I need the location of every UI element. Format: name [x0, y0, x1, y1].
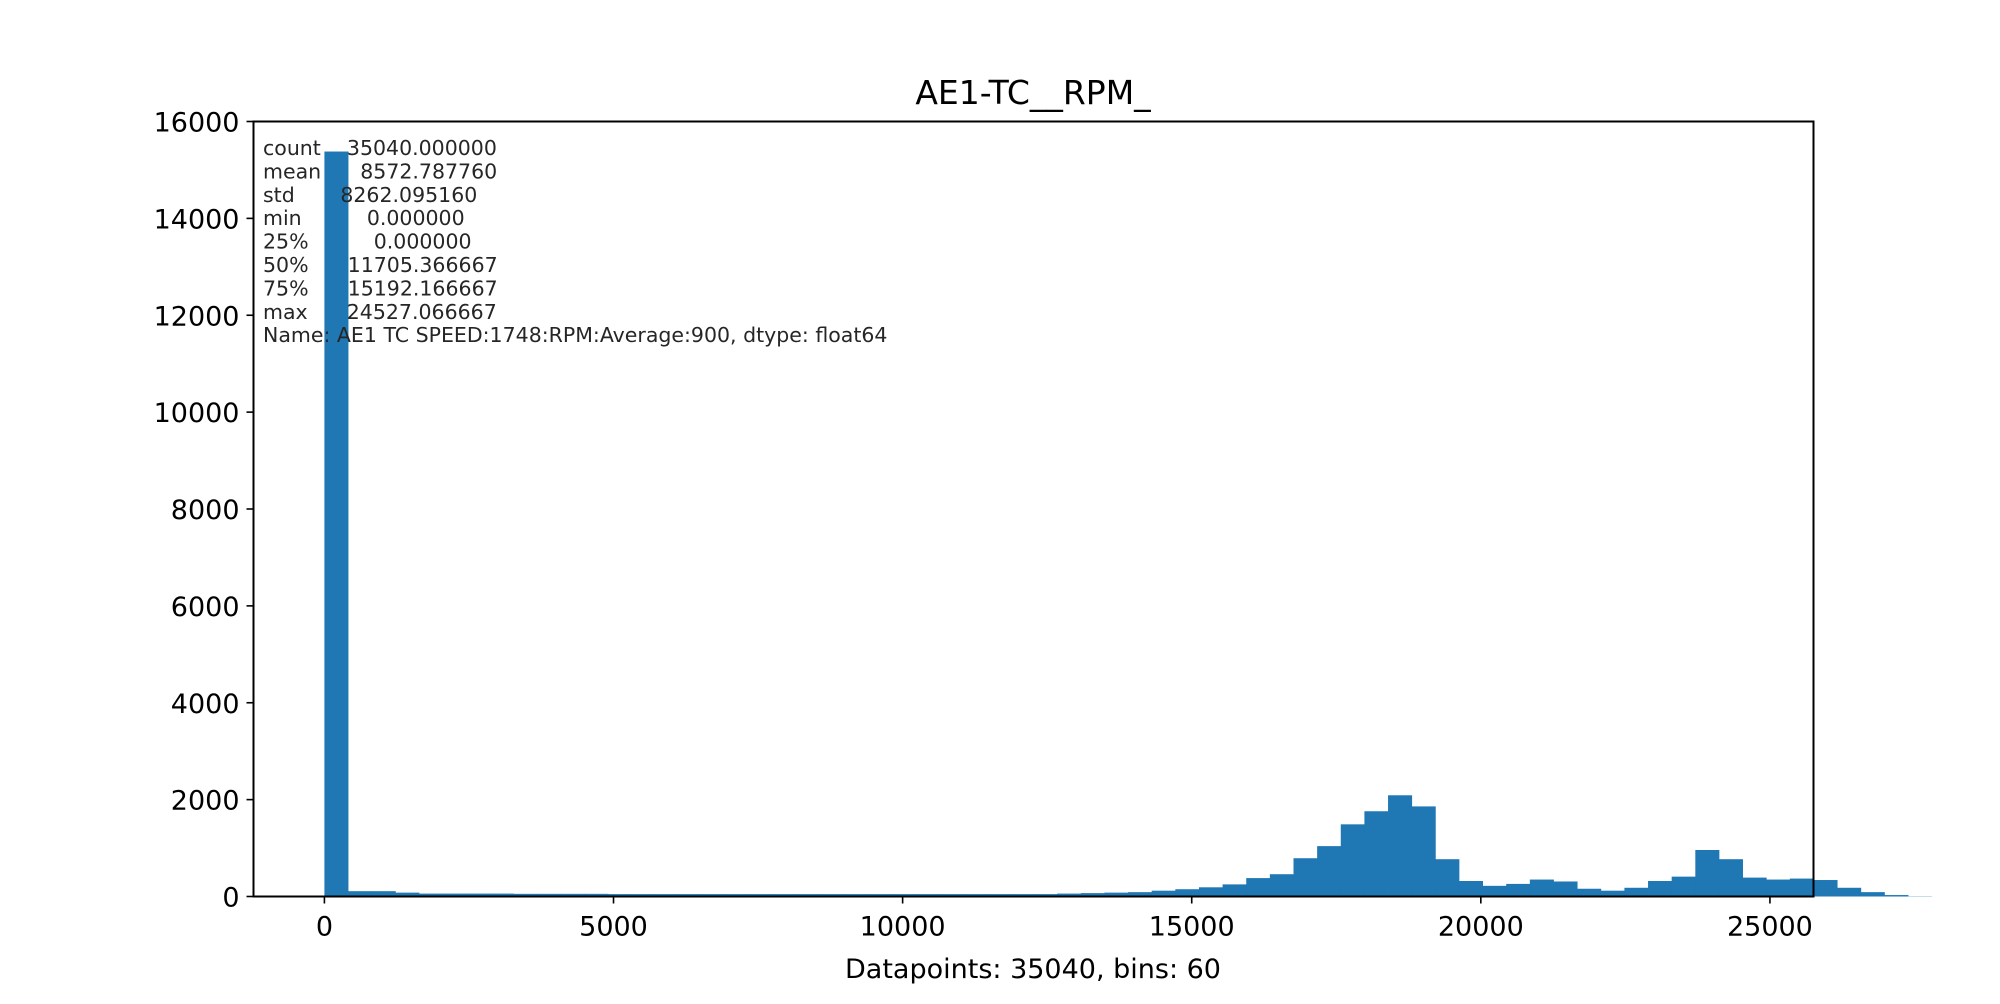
histogram-bar — [1246, 878, 1270, 896]
histogram-bar — [1199, 887, 1223, 896]
x-tick-label: 10000 — [860, 912, 946, 943]
y-tick-label: 4000 — [171, 689, 240, 720]
y-tick-label: 6000 — [171, 592, 240, 623]
histogram-bar — [1412, 806, 1436, 896]
x-tick-label: 5000 — [579, 912, 648, 943]
histogram-bar — [1672, 877, 1696, 897]
y-tick-label: 2000 — [171, 786, 240, 817]
stats-line: Name: AE1 TC SPEED:1748:RPM:Average:900,… — [263, 323, 887, 347]
histogram-bar — [1341, 824, 1365, 896]
stats-line: std 8262.095160 — [263, 183, 477, 207]
histogram-bar — [1624, 888, 1648, 897]
histogram-bar — [1175, 889, 1199, 896]
histogram-bar — [1270, 874, 1294, 896]
y-tick-label: 12000 — [154, 301, 240, 332]
histogram-bar — [1814, 880, 1838, 896]
stats-line: count 35040.000000 — [263, 136, 497, 160]
y-tick-label: 0 — [222, 883, 239, 914]
histogram-bar — [1719, 859, 1743, 896]
stats-line: 75% 15192.166667 — [263, 276, 498, 300]
chart-title: AE1-TC__RPM_ — [915, 73, 1151, 112]
stats-line: mean 8572.787760 — [263, 159, 497, 183]
stats-line: 50% 11705.366667 — [263, 253, 498, 277]
x-tick-label: 20000 — [1438, 912, 1524, 943]
histogram-bar — [1554, 881, 1578, 896]
histogram-bar — [1530, 880, 1554, 897]
stats-line: 25% 0.000000 — [263, 230, 472, 254]
histogram-bar — [1435, 859, 1459, 896]
histogram-bar — [1459, 881, 1483, 897]
y-tick-label: 16000 — [154, 108, 240, 139]
histogram-bar — [1837, 888, 1861, 897]
histogram-bar — [1648, 881, 1672, 897]
histogram-bar — [1364, 811, 1388, 896]
histogram-bar — [1483, 886, 1507, 897]
histogram-bar — [1884, 895, 1908, 896]
y-tick-label: 8000 — [171, 495, 240, 526]
histogram-bar — [1790, 879, 1814, 897]
histogram-bar — [1294, 858, 1318, 896]
histogram-bar — [1223, 884, 1247, 896]
x-tick-label: 15000 — [1149, 912, 1235, 943]
histogram-bar — [1577, 889, 1601, 897]
x-tick-label: 0 — [316, 912, 333, 943]
histogram-bar — [1695, 850, 1719, 897]
y-tick-label: 14000 — [154, 204, 240, 235]
histogram-bar — [1506, 884, 1530, 897]
histogram-bar — [1766, 880, 1790, 897]
histogram-bar — [1388, 795, 1412, 896]
stats-line: max 24527.066667 — [263, 300, 497, 324]
stats-line: min 0.000000 — [263, 206, 465, 230]
histogram-bar — [1317, 846, 1341, 896]
x-axis-label: Datapoints: 35040, bins: 60 — [845, 954, 1221, 985]
x-tick-label: 25000 — [1727, 912, 1813, 943]
y-tick-label: 10000 — [154, 398, 240, 429]
histogram-bar — [1861, 892, 1885, 896]
histogram-bar — [1743, 878, 1767, 897]
